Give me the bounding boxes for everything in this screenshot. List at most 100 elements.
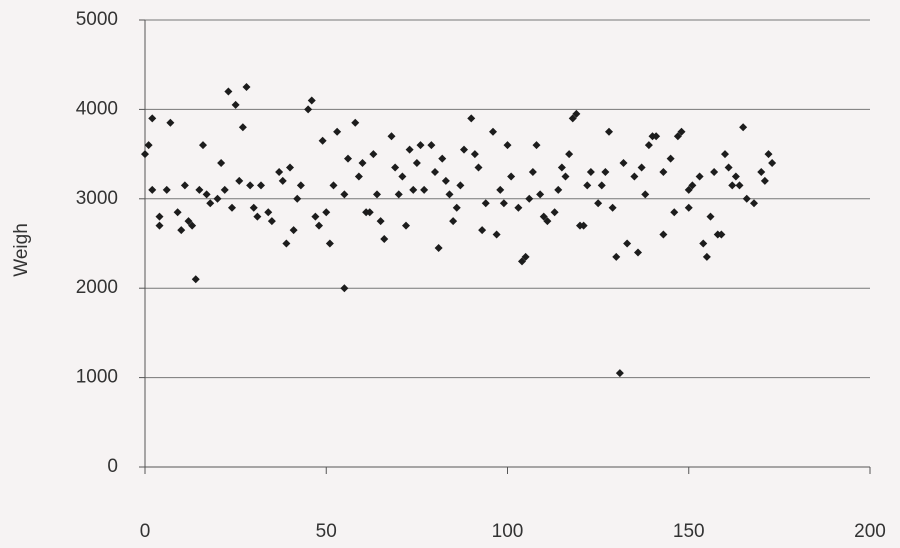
point [329, 181, 338, 190]
point [492, 230, 501, 239]
point [449, 217, 458, 226]
point [742, 194, 751, 203]
point [289, 226, 298, 235]
point [536, 190, 545, 199]
point [724, 163, 733, 172]
point [412, 159, 421, 168]
point [750, 199, 758, 208]
point [282, 239, 291, 248]
point [322, 208, 331, 217]
point [557, 163, 566, 172]
point [162, 185, 171, 194]
y-tick-label: 3000 [76, 188, 118, 209]
point [673, 132, 682, 141]
point [619, 159, 628, 168]
point [583, 181, 592, 190]
point [739, 123, 748, 132]
point [431, 167, 439, 176]
point [768, 159, 777, 168]
point [155, 212, 164, 221]
point [702, 252, 711, 261]
point [565, 150, 574, 159]
point [307, 96, 316, 105]
point [717, 230, 726, 239]
point [180, 181, 189, 190]
point [148, 114, 157, 123]
point [731, 172, 740, 181]
point [597, 181, 606, 190]
point [344, 154, 352, 163]
point [608, 203, 617, 212]
point [184, 217, 193, 226]
point [173, 208, 182, 217]
x-tick-label: 200 [854, 521, 886, 542]
point [246, 181, 255, 190]
point [481, 199, 490, 208]
point [568, 114, 577, 123]
point [293, 194, 302, 203]
point [434, 243, 443, 252]
y-tick-label: 4000 [76, 98, 118, 119]
point [623, 239, 632, 248]
point [195, 185, 204, 194]
point [427, 141, 436, 150]
point [721, 150, 729, 159]
point [659, 230, 668, 239]
point [202, 190, 211, 199]
point [253, 212, 262, 221]
point [235, 176, 244, 185]
point [365, 208, 374, 217]
point [579, 221, 588, 230]
point [325, 239, 334, 248]
point [369, 150, 378, 159]
point [376, 217, 385, 226]
point [224, 87, 233, 96]
point [594, 199, 603, 208]
point [409, 185, 418, 194]
point [467, 114, 476, 123]
point [684, 185, 693, 194]
point [296, 181, 305, 190]
point [358, 159, 367, 168]
point [528, 167, 537, 176]
point [416, 141, 425, 150]
point [532, 141, 541, 150]
point [652, 132, 661, 141]
point [351, 118, 360, 127]
point [304, 105, 313, 114]
point [514, 203, 523, 212]
point [373, 190, 381, 199]
point [561, 172, 570, 181]
point [688, 181, 697, 190]
point [391, 163, 400, 172]
point [474, 163, 483, 172]
point [521, 252, 530, 261]
point [213, 194, 222, 203]
y-tick-label: 2000 [76, 277, 118, 298]
point [311, 212, 320, 221]
point [144, 141, 153, 150]
point [764, 150, 773, 159]
y-tick-label: 5000 [76, 9, 118, 30]
point [166, 118, 175, 127]
point [518, 257, 526, 266]
point [554, 185, 563, 194]
point [257, 181, 265, 190]
point [141, 150, 149, 159]
x-tick-label: 100 [492, 521, 524, 542]
point [333, 127, 342, 136]
point [728, 181, 737, 190]
point [735, 181, 744, 190]
point [286, 163, 294, 172]
point [380, 235, 389, 244]
point [634, 248, 642, 257]
point [550, 208, 559, 217]
point [507, 172, 516, 181]
point [445, 190, 454, 199]
point [677, 127, 686, 136]
point [460, 145, 468, 154]
point [278, 176, 287, 185]
x-tick-label: 150 [673, 521, 705, 542]
point [318, 136, 327, 145]
